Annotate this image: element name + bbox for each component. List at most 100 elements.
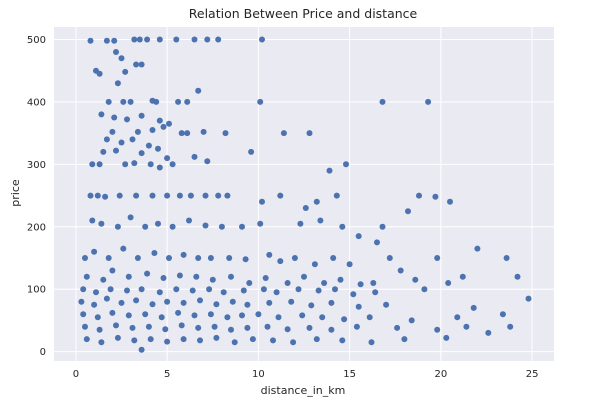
data-point — [218, 223, 225, 230]
data-point — [82, 323, 88, 330]
data-point — [280, 130, 287, 137]
x-tick-label: 10 — [252, 369, 265, 380]
data-point — [507, 323, 514, 330]
data-point — [341, 316, 348, 323]
data-point — [226, 255, 233, 261]
data-point — [207, 255, 214, 261]
data-point — [200, 128, 207, 135]
data-point — [273, 289, 280, 296]
data-point — [96, 161, 103, 168]
data-point — [138, 286, 145, 293]
data-point — [239, 312, 245, 319]
data-point — [386, 255, 393, 261]
data-point — [103, 37, 110, 44]
data-point — [191, 312, 198, 319]
data-point — [166, 120, 172, 127]
data-point — [94, 314, 101, 321]
data-point — [319, 314, 326, 321]
data-point — [124, 287, 130, 294]
data-point — [207, 311, 214, 318]
data-point — [317, 217, 324, 224]
data-point — [246, 280, 253, 286]
data-point — [184, 98, 191, 105]
data-point — [248, 148, 255, 155]
data-point — [109, 267, 116, 274]
data-point — [355, 233, 362, 240]
data-point — [191, 36, 198, 43]
data-point — [109, 309, 116, 316]
data-point — [215, 192, 222, 199]
data-point — [229, 298, 236, 305]
data-point — [116, 192, 123, 199]
data-point — [397, 267, 404, 274]
data-point — [138, 150, 145, 157]
data-point — [260, 286, 267, 293]
data-point — [98, 220, 105, 227]
data-point — [149, 192, 156, 199]
data-point — [231, 339, 238, 346]
data-point — [432, 193, 439, 200]
data-point — [277, 192, 284, 199]
data-point — [328, 326, 335, 333]
data-points — [78, 36, 532, 353]
data-point — [113, 49, 119, 55]
data-point — [178, 130, 185, 137]
data-point — [434, 326, 441, 333]
data-point — [124, 116, 130, 123]
data-point — [186, 217, 192, 224]
data-point — [357, 281, 364, 288]
data-point — [138, 112, 145, 119]
data-point — [213, 301, 220, 308]
data-point — [299, 312, 306, 319]
data-point — [308, 302, 315, 309]
data-point — [129, 324, 136, 331]
data-point — [175, 309, 182, 316]
data-point — [105, 255, 112, 261]
data-point — [187, 192, 194, 199]
data-point — [80, 286, 87, 293]
data-point — [297, 220, 304, 227]
y-axis-label: price — [9, 179, 22, 207]
data-point — [147, 336, 154, 343]
data-point — [454, 314, 461, 321]
data-point — [78, 298, 85, 305]
data-point — [149, 127, 156, 133]
data-point — [111, 37, 118, 44]
data-point — [374, 239, 380, 246]
data-point — [350, 291, 357, 298]
data-point — [114, 334, 121, 341]
data-point — [153, 98, 160, 105]
data-point — [366, 314, 373, 321]
data-point — [262, 275, 269, 281]
data-point — [291, 255, 298, 261]
data-point — [127, 98, 134, 105]
x-tick-label: 0 — [73, 369, 79, 380]
data-point — [89, 161, 96, 168]
data-point — [164, 298, 171, 305]
data-point — [166, 255, 172, 261]
data-point — [474, 245, 481, 252]
data-point — [195, 255, 202, 261]
data-point — [255, 311, 262, 318]
data-point — [503, 255, 510, 261]
data-point — [133, 297, 140, 304]
data-point — [109, 128, 116, 135]
data-point — [421, 286, 428, 293]
data-point — [193, 273, 200, 280]
data-point — [284, 280, 291, 286]
data-point — [264, 323, 271, 330]
data-point — [125, 312, 132, 319]
x-tick-label: 15 — [343, 369, 356, 380]
data-point — [311, 261, 318, 268]
data-point — [355, 303, 362, 310]
data-point — [131, 337, 138, 344]
x-tick-label: 25 — [526, 369, 539, 380]
data-point — [445, 280, 452, 286]
data-point — [169, 223, 176, 230]
data-point — [100, 148, 107, 155]
data-point — [103, 295, 110, 302]
y-tick-label: 0 — [40, 347, 46, 358]
data-point — [197, 337, 203, 344]
data-point — [125, 273, 132, 280]
